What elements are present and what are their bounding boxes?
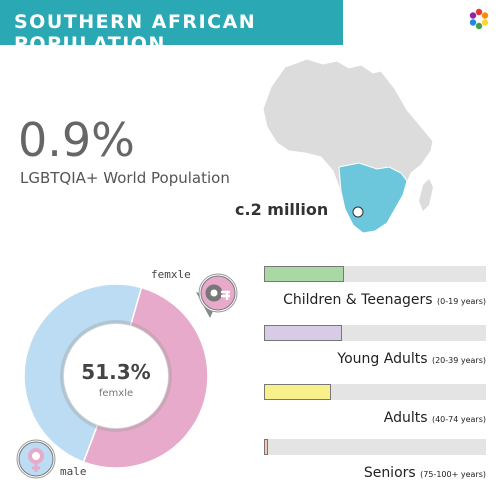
bar-fill [264, 384, 331, 400]
headline-value: 0.9% [18, 113, 135, 167]
bar-fill [264, 266, 344, 282]
bar-label-range: (20-39 years) [431, 356, 486, 365]
logo-icon [469, 8, 489, 30]
bar-label-range: (75-100+ years) [420, 470, 486, 479]
bar-label: Young Adults (20-39 years) [337, 351, 486, 367]
bar-label-name: Seniors [363, 465, 416, 481]
map-value-label: c.2 million [235, 200, 329, 219]
male-symbol-icon [16, 439, 56, 479]
bar-fill [264, 325, 342, 341]
donut-outline [23, 283, 209, 469]
femxle-symbol-label: femxle [151, 268, 191, 281]
madagascar-shape [419, 179, 433, 211]
title-bar: SOUTHERN AFRICAN POPULATION [0, 0, 343, 55]
africa-map [262, 58, 434, 234]
bar-label-name: Children & Teenagers [283, 292, 433, 308]
bar-label-range: (0-19 years) [437, 297, 486, 306]
bar-label: Adults (40-74 years) [384, 410, 486, 426]
southern-africa-region [338, 162, 408, 234]
bar-label-name: Adults [383, 410, 428, 426]
bar-label: Children & Teenagers (0-19 years) [283, 292, 486, 308]
bar-label-range: (40-74 years) [431, 415, 486, 424]
donut-center-label: femxle [99, 388, 133, 399]
male-symbol-label: male [60, 465, 87, 478]
headline-label: LGBTQIA+ World Population [20, 169, 230, 187]
bar-label: Seniors (75-100+ years) [364, 465, 486, 481]
donut-center-value: 51.3% [81, 360, 150, 384]
map-marker [352, 206, 364, 218]
page-title: SOUTHERN AFRICAN POPULATION [14, 11, 257, 55]
bar-track [264, 439, 486, 455]
donut-center [64, 324, 168, 428]
bar-label-name: Young Adults [337, 351, 428, 367]
bar-fill [264, 439, 268, 455]
gender-donut-chart: 51.3% femxle femxle male [16, 268, 238, 479]
femxle-symbol-icon [198, 273, 238, 313]
